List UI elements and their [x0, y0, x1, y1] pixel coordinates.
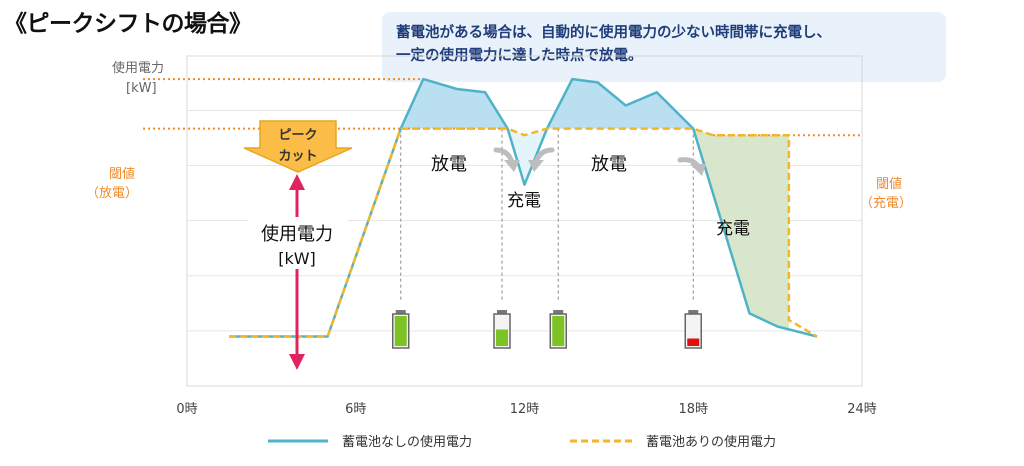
usage-label-line1: 使用電力	[261, 224, 333, 245]
battery-terminal-3	[553, 310, 564, 314]
usage-arrow-down-icon	[289, 354, 305, 370]
flow-arrows	[493, 147, 706, 176]
flow-arrow-2-head	[528, 160, 544, 172]
area-fills	[400, 79, 789, 330]
legend-label-without-battery: 蓄電池なしの使用電力	[342, 434, 472, 450]
x-tick-label: 24時	[847, 402, 877, 417]
usage-label-background	[248, 217, 348, 269]
x-tick-label: 18時	[678, 402, 708, 417]
area-label-discharge-1: 放電	[431, 154, 467, 175]
usage-label-line2: [kW]	[278, 249, 316, 268]
x-axis-ticks: 0時 6時 12時 18時 24時	[176, 402, 876, 417]
area-fill-1	[400, 79, 508, 129]
threshold-lines	[143, 78, 860, 137]
threshold-left-label-line1: 閾値	[109, 166, 135, 182]
series-line-2	[229, 127, 818, 338]
area-label-charge-1: 充電	[507, 191, 541, 211]
y-axis-label-line2: [kW]	[126, 81, 157, 96]
battery-terminal-2	[497, 310, 507, 314]
page-title: 《ピークシフトの場合》	[4, 11, 252, 37]
battery-terminal-1	[395, 310, 406, 314]
y-axis-label-line1: 使用電力	[112, 60, 164, 76]
battery-level-3	[552, 316, 565, 346]
flow-arrow-1-head	[504, 160, 520, 172]
battery-icons	[392, 310, 702, 349]
x-tick-label: 0時	[176, 402, 197, 417]
flow-arrow-3-head	[690, 164, 706, 176]
explanation-note: 蓄電池がある場合は、自動的に使用電力の少ない時間帯に充電し、 一定の使用電力に達…	[382, 12, 946, 82]
area-fill-3	[547, 79, 694, 129]
note-line-1: 蓄電池がある場合は、自動的に使用電力の少ない時間帯に充電し、	[396, 25, 831, 41]
battery-level-4	[687, 338, 700, 346]
battery-level-2	[496, 329, 508, 346]
peak-cut-label-line1: ピーク	[278, 128, 317, 143]
x-tick-label: 12時	[510, 402, 540, 417]
legend-label-with-battery: 蓄電池ありの使用電力	[646, 434, 776, 450]
battery-level-1	[394, 316, 407, 346]
battery-guide-lines	[400, 128, 694, 300]
area-label-charge-2: 充電	[716, 219, 750, 239]
peak-cut-arrow-icon	[243, 120, 353, 173]
area-label-discharge-2: 放電	[591, 154, 627, 175]
threshold-right-label-line1: 閾値	[876, 176, 902, 192]
x-tick-label: 6時	[345, 402, 366, 417]
series-lines	[229, 77, 818, 338]
area-fill-2	[507, 128, 547, 185]
threshold-left-label-line2: （放電）	[86, 186, 138, 201]
area-fill-4	[693, 128, 789, 330]
peak-cut-label-line2: カット	[278, 149, 317, 164]
battery-terminal-4	[688, 310, 699, 314]
plot-area-frame	[186, 55, 863, 387]
usage-arrow-up-icon	[289, 174, 305, 190]
threshold-right-label-line2: （充電）	[860, 195, 912, 211]
